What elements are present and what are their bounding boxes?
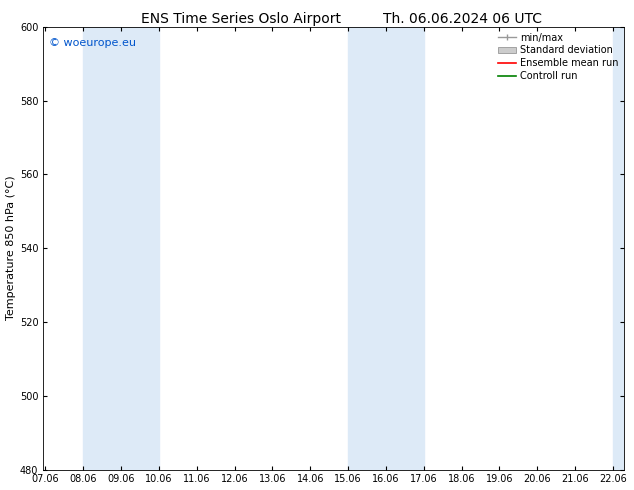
Text: Th. 06.06.2024 06 UTC: Th. 06.06.2024 06 UTC (384, 12, 542, 26)
Legend: min/max, Standard deviation, Ensemble mean run, Controll run: min/max, Standard deviation, Ensemble me… (495, 28, 622, 85)
Bar (348, 27, 424, 469)
Bar (83, 27, 159, 469)
Y-axis label: Temperature 850 hPa (°C): Temperature 850 hPa (°C) (6, 176, 16, 320)
Text: ENS Time Series Oslo Airport: ENS Time Series Oslo Airport (141, 12, 341, 26)
Bar (613, 27, 630, 469)
Text: © woeurope.eu: © woeurope.eu (49, 38, 136, 48)
